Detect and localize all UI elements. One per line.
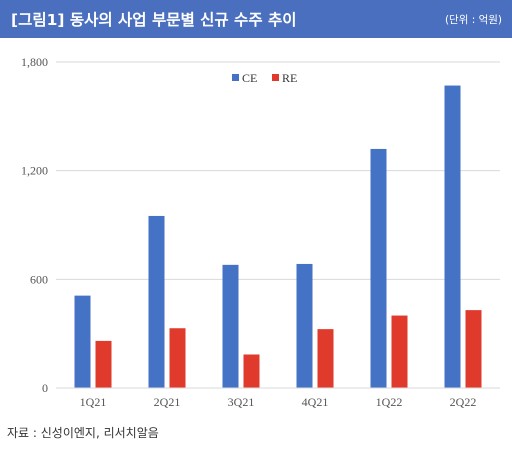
bar-re <box>317 329 334 388</box>
bar-re <box>391 315 408 388</box>
legend-label-re: RE <box>282 71 297 85</box>
bar-ce <box>222 264 239 388</box>
bars <box>74 85 482 389</box>
bar-re <box>465 310 482 388</box>
x-tick-label: 3Q21 <box>228 395 255 409</box>
x-tick-label: 1Q21 <box>80 395 107 409</box>
x-tick-label: 2Q22 <box>450 395 477 409</box>
y-tick-label: 0 <box>42 381 48 395</box>
y-tick-label: 1,800 <box>21 55 48 69</box>
y-axis-ticks: 0 600 1,200 1,800 <box>21 55 48 395</box>
source-note: 자료 : 신성이엔지, 리서치알음 <box>7 426 159 440</box>
bar-ce <box>74 295 91 388</box>
grid-lines <box>56 61 500 280</box>
y-tick-label: 1,200 <box>21 164 48 178</box>
x-tick-label: 2Q21 <box>154 395 181 409</box>
x-axis-ticks: 1Q21 2Q21 3Q21 4Q21 1Q22 2Q22 <box>80 395 477 409</box>
legend-label-ce: CE <box>242 71 257 85</box>
legend: CE RE <box>232 71 297 85</box>
bar-re <box>95 340 112 388</box>
figure-header: [그림1] 동사의 사업 부문별 신규 수주 추이 (단위 : 억원) <box>0 0 512 38</box>
unit-label: (단위 : 억원) <box>444 14 502 26</box>
bar-ce <box>296 263 313 388</box>
figure-title: [그림1] 동사의 사업 부문별 신규 수주 추이 <box>11 11 297 29</box>
bar-re <box>243 354 260 388</box>
y-tick-label: 600 <box>30 272 48 286</box>
bar-ce <box>148 215 165 388</box>
bar-re <box>169 328 186 388</box>
x-tick-label: 1Q22 <box>376 395 403 409</box>
legend-swatch-re <box>272 74 279 81</box>
x-tick-label: 4Q21 <box>302 395 329 409</box>
bar-ce <box>444 85 461 389</box>
legend-swatch-ce <box>232 74 239 81</box>
bar-ce <box>370 148 387 388</box>
